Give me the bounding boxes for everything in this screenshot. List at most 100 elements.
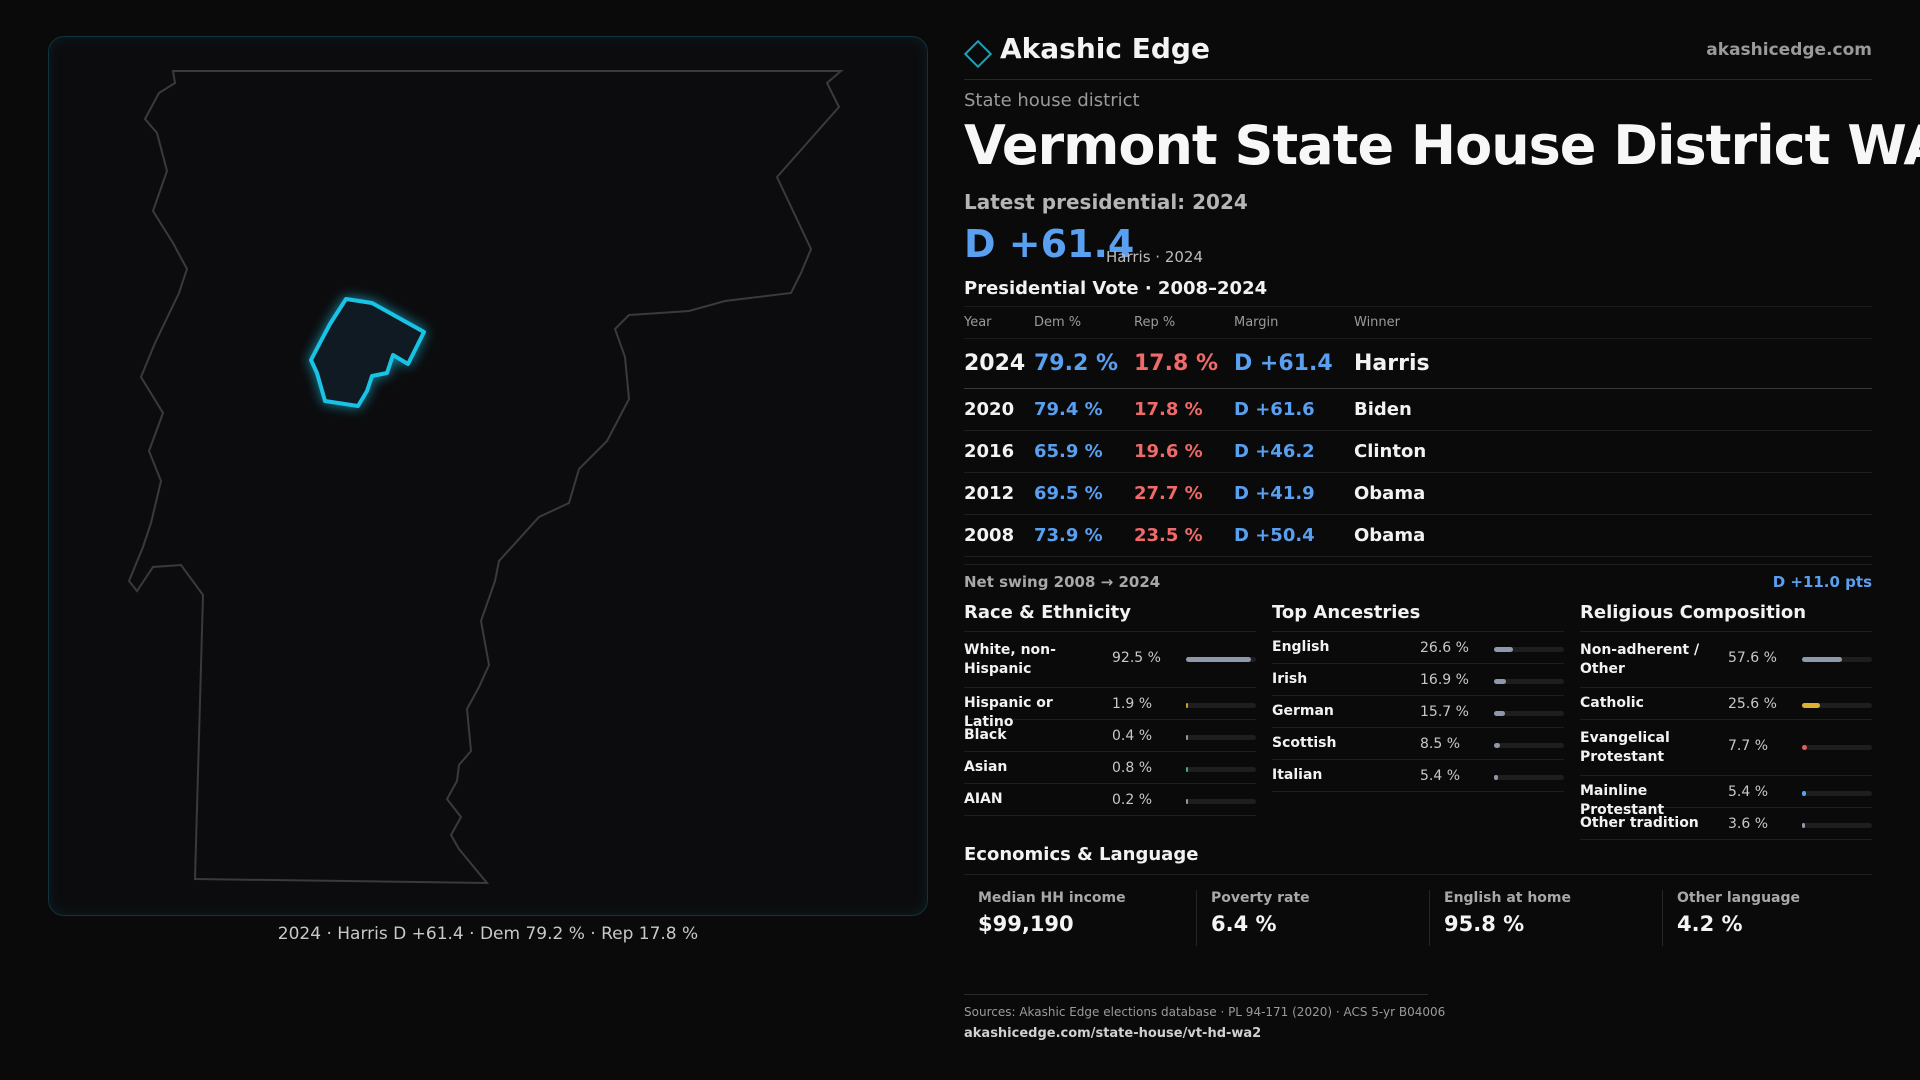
item-label: Other tradition: [1580, 815, 1699, 831]
cell-dem: 79.2 %: [1034, 338, 1134, 389]
item-bar-fill: [1186, 799, 1188, 804]
table-row: 2020 79.4 % 17.8 % D +61.6 Biden: [964, 388, 1872, 431]
cell-dem: 65.9 %: [1034, 430, 1134, 473]
item-value: 3.6 %: [1728, 816, 1769, 832]
cell-dem: 79.4 %: [1034, 388, 1134, 431]
item-bar: [1494, 743, 1564, 748]
list-item: Non-adherent / Other 57.6 %: [1580, 632, 1872, 688]
list-item: Hispanic or Latino 1.9 %: [964, 688, 1256, 730]
cell-year: 2012: [964, 472, 1034, 515]
footer-url-link[interactable]: akashicedge.com/state-house/vt-hd-wa2: [964, 1026, 1262, 1041]
item-bar-fill: [1494, 679, 1506, 684]
item-bar: [1802, 703, 1872, 708]
econ-label: Poverty rate: [1211, 890, 1310, 906]
cell-rep: 17.8 %: [1134, 338, 1234, 389]
map-caption: 2024 · Harris D +61.4 · Dem 79.2 % · Rep…: [277, 924, 699, 944]
brand-url-link[interactable]: akashicedge.com: [1706, 40, 1872, 60]
cell-winner: Obama: [1354, 472, 1872, 515]
item-value: 16.9 %: [1420, 672, 1469, 688]
item-label: Asian: [964, 759, 1008, 775]
econ-value: 6.4 %: [1211, 912, 1277, 936]
cell-winner: Harris: [1354, 338, 1872, 389]
item-bar-fill: [1494, 743, 1500, 748]
cell-dem: 69.5 %: [1034, 472, 1134, 515]
table-header-row: Year Dem % Rep % Margin Winner: [964, 306, 1872, 339]
latest-presidential-label: Latest presidential: 2024: [964, 190, 1248, 214]
item-value: 26.6 %: [1420, 640, 1469, 656]
net-swing-value: D +11.0 pts: [1772, 573, 1872, 591]
race-heading: Race & Ethnicity: [964, 602, 1256, 632]
list-item: Evangelical Protestant 7.7 %: [1580, 720, 1872, 776]
cell-winner: Biden: [1354, 388, 1872, 431]
item-value: 5.4 %: [1728, 784, 1769, 800]
cell-rep: 17.8 %: [1134, 388, 1234, 431]
religion-heading: Religious Composition: [1580, 602, 1872, 632]
econ-label: Other language: [1677, 890, 1800, 906]
econ-value: 95.8 %: [1444, 912, 1525, 936]
econ-value: $99,190: [978, 912, 1074, 936]
latest-margin: D +61.4: [964, 222, 1135, 266]
latest-margin-sub: Harris · 2024: [1106, 248, 1204, 266]
item-label: Hispanic or Latino: [964, 695, 1053, 730]
list-item: Catholic 25.6 %: [1580, 688, 1872, 720]
item-value: 15.7 %: [1420, 704, 1469, 720]
table-row: 2012 69.5 % 27.7 % D +41.9 Obama: [964, 472, 1872, 515]
item-label: Evangelical Protestant: [1580, 730, 1670, 765]
item-label: Catholic: [1580, 695, 1644, 711]
item-bar: [1186, 703, 1256, 708]
list-item: Italian 5.4 %: [1272, 760, 1564, 792]
econ-value: 4.2 %: [1677, 912, 1743, 936]
cell-dem: 73.9 %: [1034, 514, 1134, 557]
item-bar: [1186, 735, 1256, 740]
footer-sources: Sources: Akashic Edge elections database…: [964, 1005, 1446, 1019]
religion-section: Religious Composition Non-adherent / Oth…: [1580, 602, 1872, 840]
list-item: Irish 16.9 %: [1272, 664, 1564, 696]
item-label: Black: [964, 727, 1007, 743]
net-swing-label: Net swing 2008 → 2024: [964, 573, 1161, 591]
econ-card-poverty: Poverty rate 6.4 %: [1196, 890, 1396, 946]
net-swing-row: Net swing 2008 → 2024 D +11.0 pts: [964, 564, 1872, 594]
item-value: 1.9 %: [1112, 696, 1153, 712]
econ-card-other-language: Other language 4.2 %: [1662, 890, 1862, 946]
item-value: 0.8 %: [1112, 760, 1153, 776]
item-value: 92.5 %: [1112, 650, 1161, 666]
economics-heading: Economics & Language: [964, 844, 1199, 865]
table-row: 2024 79.2 % 17.8 % D +61.4 Harris: [964, 338, 1872, 389]
item-bar-fill: [1186, 767, 1188, 772]
item-label: Mainline Protestant: [1580, 783, 1665, 818]
item-value: 57.6 %: [1728, 650, 1777, 666]
item-bar: [1494, 647, 1564, 652]
econ-card-english: English at home 95.8 %: [1429, 890, 1629, 946]
econ-label: English at home: [1444, 890, 1572, 906]
col-rep: Rep %: [1134, 306, 1234, 339]
item-bar-fill: [1802, 823, 1805, 828]
item-label: Irish: [1272, 671, 1308, 687]
col-year: Year: [964, 306, 1034, 339]
col-winner: Winner: [1354, 306, 1872, 339]
item-label: Scottish: [1272, 735, 1337, 751]
brand-name[interactable]: Akashic Edge: [1000, 32, 1210, 65]
ancestries-section: Top Ancestries English 26.6 % Irish 16.9…: [1272, 602, 1564, 792]
item-bar-fill: [1802, 703, 1820, 708]
item-value: 0.2 %: [1112, 792, 1153, 808]
cell-rep: 27.7 %: [1134, 472, 1234, 515]
item-bar: [1186, 767, 1256, 772]
item-bar: [1494, 775, 1564, 780]
list-item: Other tradition 3.6 %: [1580, 808, 1872, 840]
district-map[interactable]: [48, 36, 928, 916]
table-row: 2008 73.9 % 23.5 % D +50.4 Obama: [964, 514, 1872, 557]
brand-header: Akashic Edge akashicedge.com: [963, 30, 1872, 80]
list-item: AIAN 0.2 %: [964, 784, 1256, 816]
cell-winner: Clinton: [1354, 430, 1872, 473]
footer-divider: [964, 994, 1428, 995]
district-highlight[interactable]: [309, 297, 426, 408]
table-row: 2016 65.9 % 19.6 % D +46.2 Clinton: [964, 430, 1872, 473]
item-label: Italian: [1272, 767, 1323, 783]
item-value: 25.6 %: [1728, 696, 1777, 712]
item-bar: [1802, 791, 1872, 796]
list-item: German 15.7 %: [1272, 696, 1564, 728]
item-bar-fill: [1494, 647, 1513, 652]
item-label: AIAN: [964, 791, 1003, 807]
cell-rep: 23.5 %: [1134, 514, 1234, 557]
item-bar: [1802, 823, 1872, 828]
